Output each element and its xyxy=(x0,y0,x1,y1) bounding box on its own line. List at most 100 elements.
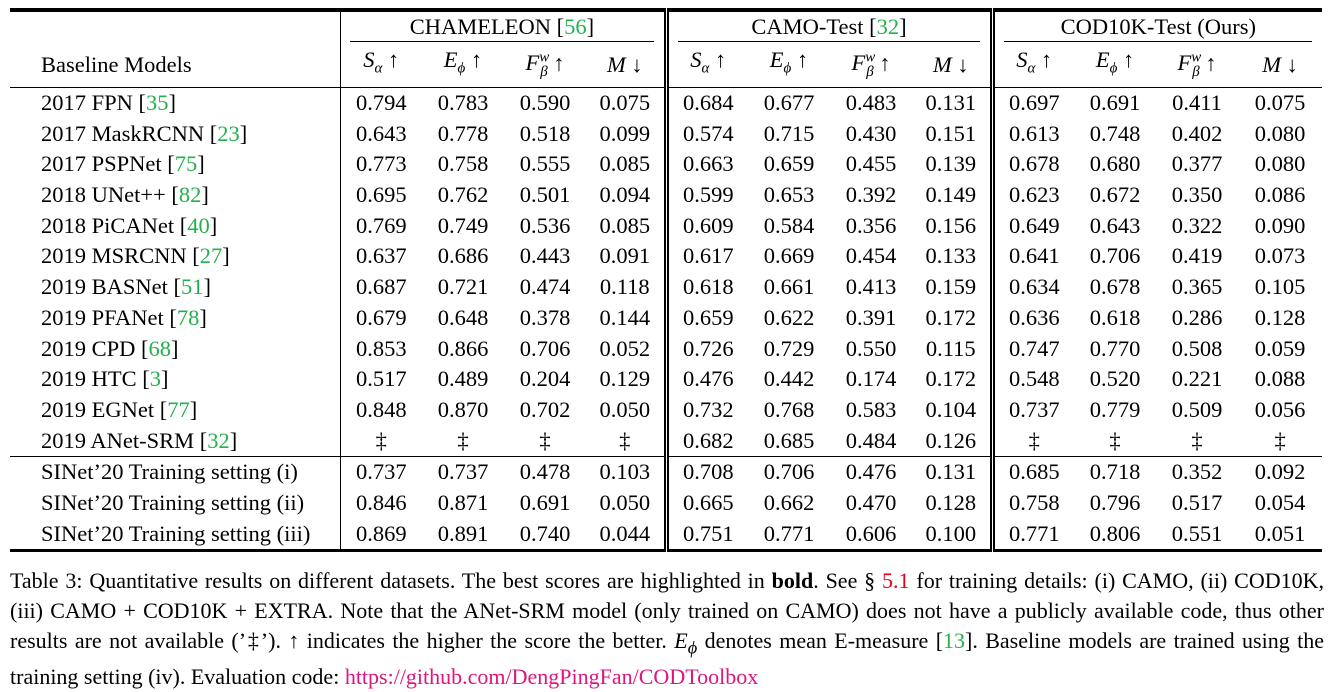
dataset-name: COD10K-Test (Ours) xyxy=(1060,14,1256,40)
score-cell: ‡ xyxy=(457,427,469,453)
dataset-header-cod10k: COD10K-Test (Ours) xyxy=(989,10,1323,43)
score-cell: 0.085 xyxy=(599,151,651,177)
table-row: 2018 UNet++ [82] 0.695 0.762 0.501 0.094 0.59… xyxy=(10,179,1322,211)
metric-arrow: ↑ xyxy=(715,47,727,73)
model-name: 2018 UNet++ [82] xyxy=(41,182,209,208)
table-row: SINet’20 Training setting (ii) 0.846 0.871… xyxy=(10,487,1322,519)
score-cell: 0.056 xyxy=(1254,396,1306,422)
score-cell: 0.691 xyxy=(519,489,571,515)
table-body: 2017 FPN [35] 0.794 0.783 0.590 0.075 0.684 0.… xyxy=(10,87,1323,553)
score-cell: 0.796 xyxy=(1089,489,1141,515)
score-cell: 0.051 xyxy=(1238,518,1323,553)
score-cell: 0.483 xyxy=(845,90,897,116)
score-cell: 0.617 xyxy=(663,241,748,272)
score-cell: 0.747 xyxy=(989,333,1075,364)
model-name: 2017 FPN [35] xyxy=(41,90,177,116)
score-cell: 0.599 xyxy=(663,179,748,211)
score-cell: 0.726 xyxy=(663,333,748,364)
score-cell: 0.779 xyxy=(1089,396,1141,422)
score-cell: 0.853 xyxy=(339,333,422,364)
score-cell: 0.172 xyxy=(925,366,977,392)
score-cell: 0.691 xyxy=(1089,90,1141,116)
score-cell: 0.092 xyxy=(1238,455,1323,488)
score-cell: 0.090 xyxy=(1254,212,1306,238)
citation-link[interactable]: 23 xyxy=(217,120,240,146)
model-name: 2019 HTC [3] xyxy=(41,366,169,392)
score-cell: 0.653 xyxy=(763,182,815,208)
score-cell: 0.618 xyxy=(1089,304,1141,330)
score-cell: 0.156 xyxy=(925,212,977,238)
table-row: 2019 PFANet [78] 0.679 0.648 0.378 0.144 0.65… xyxy=(10,302,1322,334)
score-cell: 0.322 xyxy=(1171,212,1223,238)
score-cell: 0.474 xyxy=(519,274,571,300)
score-cell: 0.455 xyxy=(845,151,897,177)
citation-link[interactable]: 68 xyxy=(148,335,172,361)
score-cell: 0.715 xyxy=(763,120,815,146)
metric-header-mae: M ↓ xyxy=(1238,42,1323,88)
score-cell: 0.679 xyxy=(339,302,422,334)
code-url-link[interactable]: https://github.com/DengPingFan/CODToolbo… xyxy=(344,664,759,690)
score-cell: 0.548 xyxy=(989,363,1075,395)
score-cell: 0.128 xyxy=(1254,304,1306,330)
score-cell: 0.128 xyxy=(925,489,977,515)
caption-text: . See § xyxy=(813,568,883,593)
score-cell: 0.613 xyxy=(989,118,1075,150)
score-cell: 0.891 xyxy=(422,518,504,553)
score-cell: 0.680 xyxy=(1089,151,1141,177)
score-cell: 0.636 xyxy=(989,302,1075,334)
section-link[interactable]: 5.1 xyxy=(882,568,910,593)
citation-link[interactable]: 51 xyxy=(181,274,204,300)
caption-bold-word: bold xyxy=(771,568,814,593)
caption-label: Table 3: xyxy=(10,568,83,593)
citation-link[interactable]: 3 xyxy=(149,366,161,392)
score-cell: 0.133 xyxy=(925,243,977,269)
score-cell: 0.413 xyxy=(845,274,897,300)
score-cell: 0.706 xyxy=(519,335,571,361)
score-cell: 0.392 xyxy=(845,182,897,208)
score-cell: 0.669 xyxy=(763,243,815,269)
table-row: 2017 PSPNet [75] 0.773 0.758 0.555 0.085 0.66… xyxy=(10,149,1322,180)
table-row: 2019 MSRCNN [27] 0.637 0.686 0.443 0.091 0.61… xyxy=(10,241,1322,272)
score-cell: 0.075 xyxy=(1254,90,1306,116)
score-cell: 0.470 xyxy=(845,489,897,515)
score-cell: 0.091 xyxy=(599,243,651,269)
score-cell: 0.846 xyxy=(339,487,422,519)
citation-link[interactable]: 35 xyxy=(146,90,169,116)
citation-link[interactable]: 77 xyxy=(167,396,190,422)
score-cell: 0.075 xyxy=(599,90,651,116)
score-cell: 0.118 xyxy=(599,274,650,300)
score-cell: 0.131 xyxy=(925,90,977,116)
citation-link[interactable]: 32 xyxy=(207,427,230,453)
score-cell: 0.584 xyxy=(763,212,815,238)
table-row: 2019 HTC [3] 0.517 0.489 0.204 0.129 0.476 0.4… xyxy=(10,363,1322,395)
citation-link[interactable]: 13 xyxy=(943,628,966,653)
score-cell: 0.518 xyxy=(519,120,571,146)
score-cell: 0.729 xyxy=(763,335,815,361)
score-cell: 0.099 xyxy=(599,120,651,146)
score-cell: 0.686 xyxy=(437,243,489,269)
citation-link[interactable]: 75 xyxy=(174,151,198,177)
score-cell: 0.352 xyxy=(1156,455,1239,488)
score-cell: 0.702 xyxy=(519,396,571,422)
results-table-container: CHAMELEON [56] CAMO-Test [32] COD10K-Tes… xyxy=(10,8,1323,553)
score-cell: 0.402 xyxy=(1171,120,1223,146)
citation-link[interactable]: 40 xyxy=(187,212,210,238)
empty-header-cell xyxy=(10,10,340,43)
score-cell: 0.682 xyxy=(663,425,748,457)
citation-link[interactable]: 27 xyxy=(199,243,223,269)
metric-arrow: ↓ xyxy=(631,51,643,77)
citation-link[interactable]: 82 xyxy=(178,182,202,208)
citation-link[interactable]: 78 xyxy=(176,304,200,330)
metric-header-s-alpha: Sα ↑ xyxy=(989,42,1075,88)
score-cell: 0.684 xyxy=(663,87,748,119)
score-cell: 0.623 xyxy=(989,179,1075,211)
score-cell: 0.751 xyxy=(663,518,748,553)
metric-arrow: ↑ xyxy=(1205,50,1217,76)
score-cell: 0.661 xyxy=(763,274,815,300)
score-cell: 0.517 xyxy=(1171,489,1223,515)
metric-arrow: ↓ xyxy=(1286,51,1298,77)
score-cell: 0.685 xyxy=(763,427,815,453)
score-cell: 0.501 xyxy=(519,182,571,208)
score-cell: 0.551 xyxy=(1156,518,1239,553)
score-cell: ‡ xyxy=(539,427,551,453)
